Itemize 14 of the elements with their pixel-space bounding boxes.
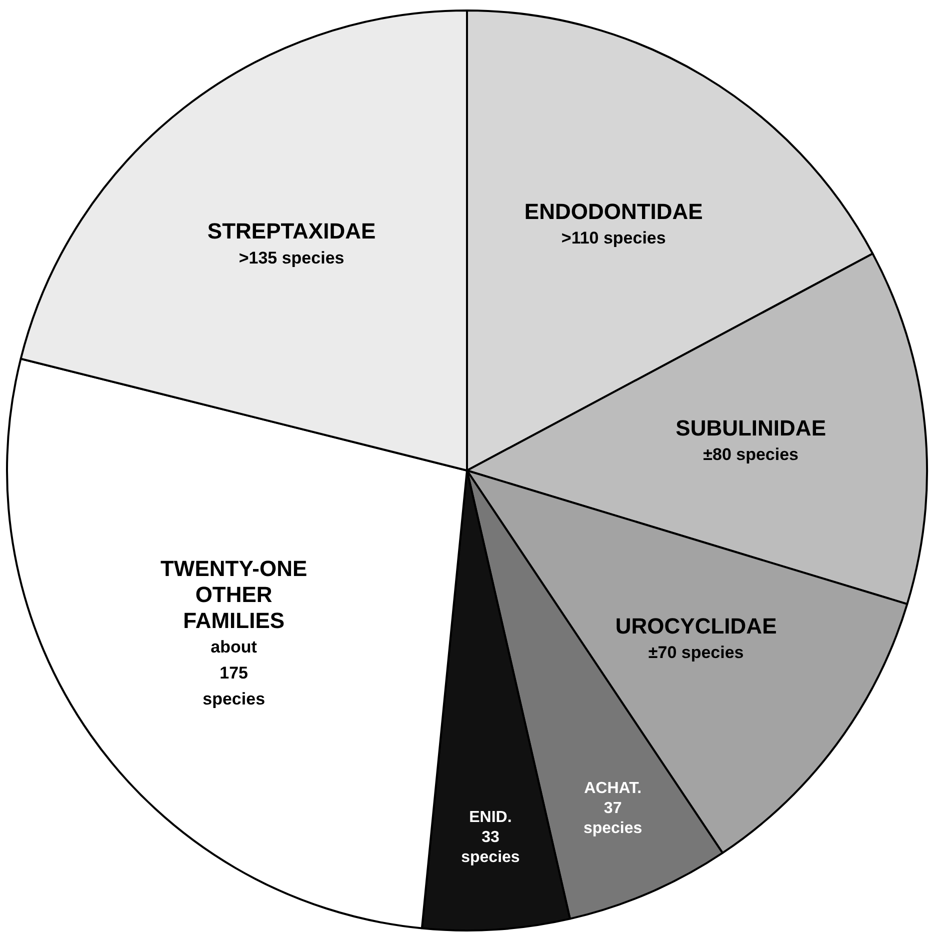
data-label: ±70 species — [648, 643, 744, 662]
slice-label: ENDODONTIDAE — [524, 198, 703, 224]
slice-label: ENID. — [469, 809, 512, 826]
slice-label: SUBULINIDAE — [676, 416, 826, 441]
data-label: about 175 species — [202, 637, 266, 708]
data-label: >135 species — [238, 248, 344, 268]
data-label: 33 species — [461, 829, 520, 866]
data-label: ±80 species — [703, 445, 798, 464]
data-label: 37 species — [583, 800, 642, 837]
slice-label: UROCYCLIDAE — [615, 613, 777, 638]
slice-label: TWENTY-ONE OTHER FAMILIES — [160, 556, 308, 633]
slice-label: STREPTAXIDAE — [207, 218, 376, 244]
data-label: >110 species — [561, 228, 666, 248]
slice-label: ACHAT. — [584, 780, 642, 797]
